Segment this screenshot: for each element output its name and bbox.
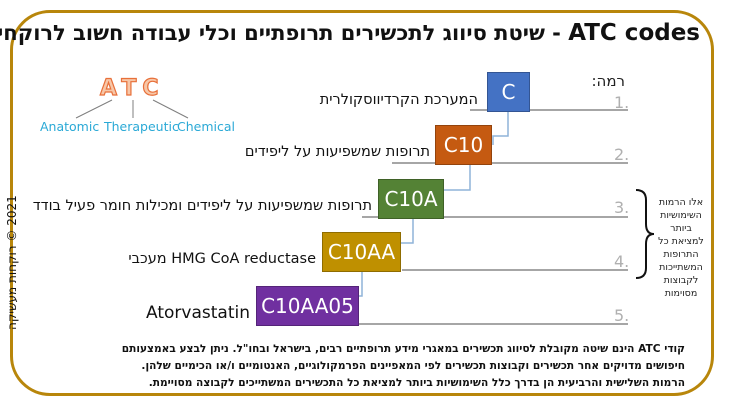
level-label: רמה: xyxy=(591,72,625,90)
title-he: - שיטת סיווג לתכשירים תרופתיים וכלי עבוד… xyxy=(0,21,561,45)
level-number-3: 3. xyxy=(614,198,630,217)
row-text-level-2: תרופות שמשפיעות על ליפידים xyxy=(244,144,430,160)
level-number-2: 2. xyxy=(614,145,630,164)
footer-line-1: קודי ATC הינם שיטה מקובלת לסיווג תכשירים… xyxy=(121,343,685,355)
acronym-word-anatomic: Anatomic xyxy=(40,119,100,134)
title-en: ATC codes xyxy=(568,20,700,46)
acronym-line-a xyxy=(75,99,113,119)
code-box-level-4: C10AA xyxy=(322,232,401,272)
row-text-level-1: המערכת הקרדיווסקולרית xyxy=(319,92,478,108)
code-box-level-2: C10 xyxy=(435,125,492,165)
code-box-level-5: C10AA05 xyxy=(256,286,359,326)
connector-1-2 xyxy=(492,110,509,145)
level-number-4: 4. xyxy=(614,252,630,271)
acronym-line-c xyxy=(152,99,189,119)
atc-acronym: ATC xyxy=(99,75,165,101)
code-box-level-3: C10A xyxy=(378,179,444,219)
row-text-level-5: Atorvastatin xyxy=(146,303,250,323)
footer-line-2: חיפושים מדויקים אחר תכשירים וקבוצות תכשי… xyxy=(141,360,685,372)
side-note: אלו הרמות השימושיות ביותר למציאת כל התרו… xyxy=(658,197,704,299)
bracket xyxy=(635,189,655,279)
page-title: ATC codes - שיטת סיווג לתכשירים תרופתיים… xyxy=(0,20,700,50)
acronym-word-chemical: Chemical xyxy=(177,119,235,134)
footer-line-3: הרמות השלישית והרביעית הן בדרך כלל השימו… xyxy=(148,377,685,389)
rounded-frame xyxy=(10,10,714,396)
footer-text: קודי ATC הינם שיטה מקובלת לסיווג תכשירים… xyxy=(45,341,685,392)
level-number-1: 1. xyxy=(614,93,630,112)
copyright-note: 2021 © רוקחות מעשיקה xyxy=(5,195,19,330)
acronym-word-therapeutic: Therapeutic xyxy=(104,119,179,134)
level-number-5: 5. xyxy=(614,306,630,325)
code-box-level-1: C xyxy=(487,72,530,112)
connector-2-3 xyxy=(440,163,471,198)
row-text-level-3: תרופות שמשפיעות על ליפידים ומכילות חומר … xyxy=(32,198,372,214)
row-text-level-4: HMG CoA reductase מעכבי xyxy=(128,251,316,267)
